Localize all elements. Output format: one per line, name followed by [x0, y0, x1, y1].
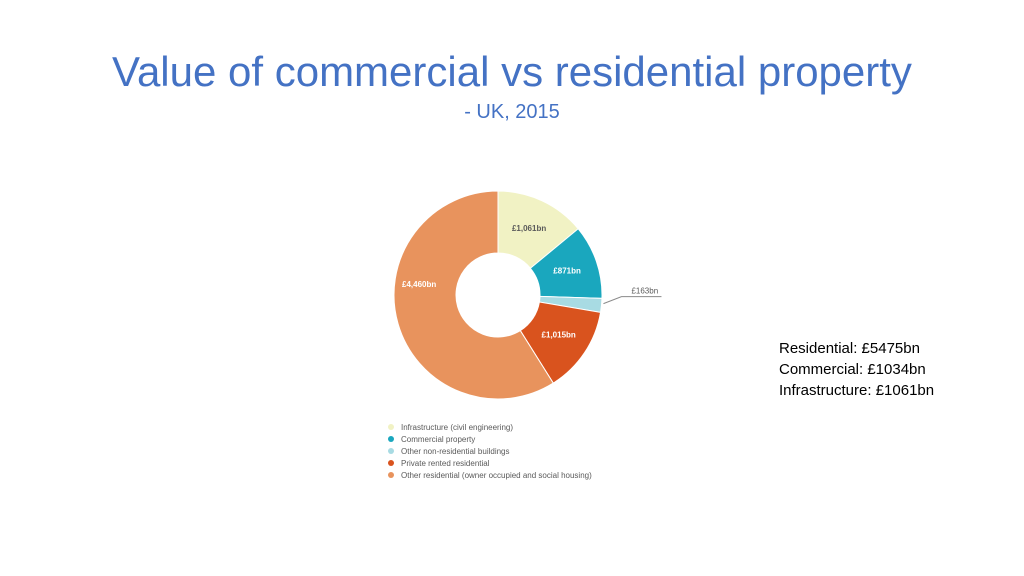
data-label-other-nonresidential: £163bn	[631, 287, 658, 296]
legend-swatch	[388, 436, 394, 442]
data-label-infrastructure: £1,061bn	[512, 224, 546, 233]
legend-swatch	[388, 424, 394, 430]
data-label-other-residential: £4,460bn	[402, 280, 436, 289]
legend-label: Other residential (owner occupied and so…	[401, 470, 592, 480]
data-label-commercial: £871bn	[553, 267, 581, 276]
legend-item-other-residential: Other residential (owner occupied and so…	[388, 469, 688, 481]
slide-subtitle: - UK, 2015	[464, 101, 560, 123]
summary-box: Residential: £5475bn Commercial: £1034bn…	[779, 338, 1019, 401]
legend-item-infrastructure: Infrastructure (civil engineering)	[388, 421, 688, 433]
legend-label: Private rented residential	[401, 458, 490, 468]
legend-label: Commercial property	[401, 434, 476, 444]
legend-item-commercial: Commercial property	[388, 433, 688, 445]
legend-swatch	[388, 472, 394, 478]
legend-swatch	[388, 448, 394, 454]
legend-item-private-rented: Private rented residential	[388, 457, 688, 469]
chart-legend: Infrastructure (civil engineering) Commer…	[388, 421, 688, 481]
summary-infrastructure: Infrastructure: £1061bn	[779, 382, 935, 399]
summary-residential: Residential: £5475bn	[779, 340, 920, 357]
legend-swatch	[388, 460, 394, 466]
donut-chart: £1,061bn £871bn £163bn £1,015bn £4,460bn	[380, 185, 670, 495]
legend-item-other-nonresidential: Other non-residential buildings	[388, 445, 688, 457]
donut-chart-svg: £1,061bn £871bn £163bn £1,015bn £4,460bn	[393, 190, 662, 400]
legend-label: Other non-residential buildings	[401, 446, 510, 456]
summary-commercial: Commercial: £1034bn	[779, 361, 926, 378]
slice-other-residential	[393, 190, 554, 400]
data-label-private-rented: £1,015bn	[542, 331, 576, 340]
legend-label: Infrastructure (civil engineering)	[401, 422, 514, 432]
leader-line-other-nonresidential	[603, 296, 662, 305]
slide-title: Value of commercial vs residential prope…	[112, 48, 912, 95]
